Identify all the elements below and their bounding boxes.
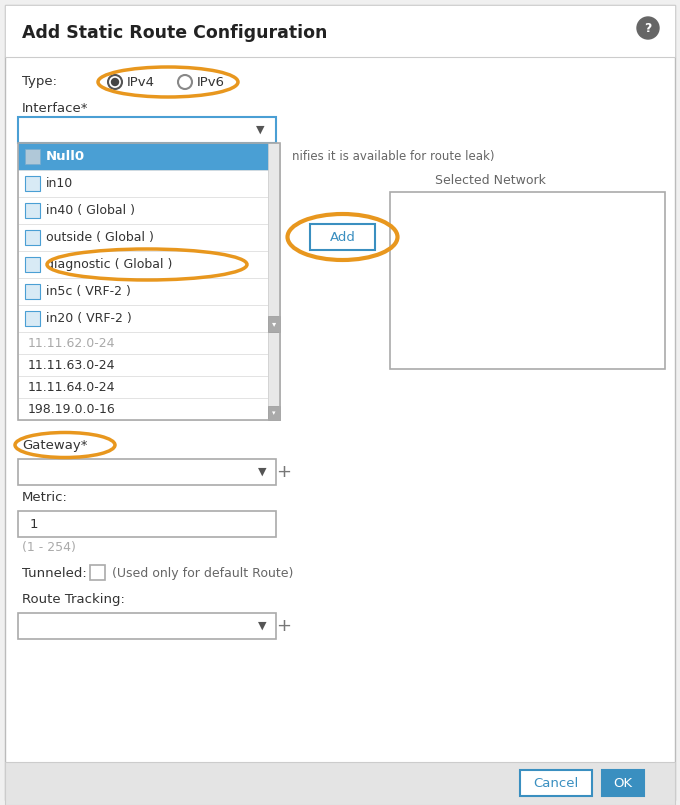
Bar [18,332,268,354]
Bar [268,332,280,420]
Bar [18,459,276,485]
Bar [5,762,675,805]
Text: (1 - 254): (1 - 254) [22,540,76,554]
Bar [520,770,592,796]
Text: Selected Network: Selected Network [435,174,545,187]
Text: IPv4: IPv4 [127,76,155,89]
Text: 198.19.0.0-16: 198.19.0.0-16 [28,402,116,415]
Text: 11.11.63.0-24: 11.11.63.0-24 [28,358,116,371]
Text: Type:: Type: [22,76,57,89]
Text: in10: in10 [46,177,73,190]
Bar [25,311,40,326]
Text: ▼: ▼ [258,621,267,631]
Text: ?: ? [645,22,651,35]
Text: Null0: Null0 [46,150,85,163]
Text: 11.11.62.0-24: 11.11.62.0-24 [28,336,116,349]
Text: outside ( Global ): outside ( Global ) [46,231,154,244]
Bar [25,284,40,299]
Bar [25,176,40,191]
Bar [18,143,280,420]
Bar [25,257,40,272]
Text: ▼: ▼ [258,467,267,477]
Bar [390,192,665,369]
Circle shape [108,75,122,89]
Bar [18,511,276,537]
Text: in5c ( VRF-2 ): in5c ( VRF-2 ) [46,285,131,298]
Bar [602,770,644,796]
Bar [18,376,268,398]
Bar [18,613,276,639]
Text: Cancel: Cancel [533,777,579,790]
Text: 1: 1 [30,518,39,530]
Bar [268,316,280,332]
Text: Metric:: Metric: [22,490,68,503]
Bar [25,149,40,164]
Text: Interface*: Interface* [22,101,88,114]
Text: Gateway*: Gateway* [22,439,88,452]
Bar [5,5,675,57]
Bar [18,117,276,143]
Bar [18,143,268,170]
Text: (Used only for default Route): (Used only for default Route) [112,567,293,580]
Text: IPv6: IPv6 [197,76,225,89]
Text: Add Static Route Configuration: Add Static Route Configuration [22,24,327,42]
Bar [25,230,40,245]
Text: +: + [277,463,292,481]
Text: ▾: ▾ [272,320,276,328]
Text: ▼: ▼ [256,125,265,135]
Bar [25,203,40,218]
Circle shape [637,17,659,39]
Circle shape [112,79,118,85]
Text: Route Tracking:: Route Tracking: [22,592,125,605]
Bar [18,278,268,305]
Text: ▾: ▾ [272,410,276,416]
Bar [268,143,280,332]
Text: in20 ( VRF-2 ): in20 ( VRF-2 ) [46,312,132,325]
Text: 11.11.64.0-24: 11.11.64.0-24 [28,381,116,394]
Text: diagnostic ( Global ): diagnostic ( Global ) [46,258,172,271]
Bar [90,565,105,580]
Text: nifies it is available for route leak): nifies it is available for route leak) [292,150,494,163]
Bar [18,170,268,197]
Bar [310,224,375,250]
Bar [18,305,268,332]
Text: Add: Add [330,230,356,243]
Bar [18,224,268,251]
Text: in40 ( Global ): in40 ( Global ) [46,204,135,217]
Circle shape [178,75,192,89]
Bar [18,398,268,420]
Text: +: + [277,617,292,635]
Bar [18,251,268,278]
Bar [268,406,280,420]
Bar [18,354,268,376]
Text: Tunneled:: Tunneled: [22,567,87,580]
Text: OK: OK [613,777,632,790]
Bar [18,197,268,224]
